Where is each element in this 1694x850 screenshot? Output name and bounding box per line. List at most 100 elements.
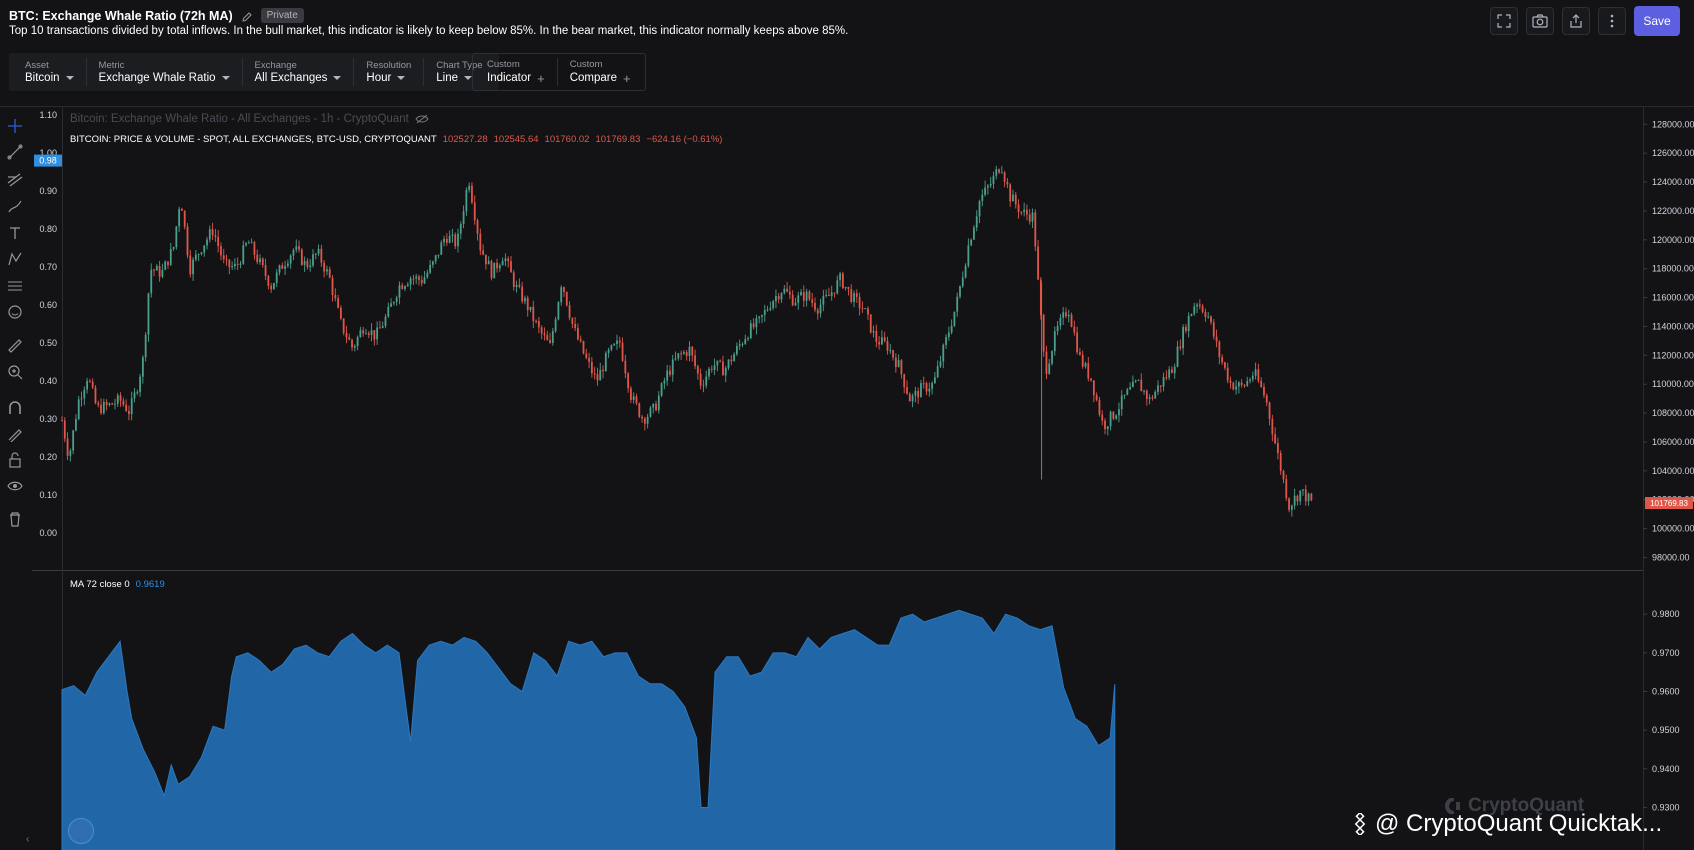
candle-body — [342, 318, 345, 333]
save-button[interactable]: Save — [1634, 6, 1680, 36]
exchange-select[interactable]: Exchange All Exchanges — [243, 58, 355, 86]
candle-body — [203, 245, 206, 253]
candle-body — [250, 242, 253, 244]
candle-body — [181, 208, 183, 211]
candle-body — [1101, 414, 1104, 421]
emoji-icon[interactable] — [4, 301, 26, 323]
ruler-icon[interactable] — [4, 335, 26, 357]
magnet-icon[interactable] — [4, 397, 26, 419]
cryptoquant-badge-icon[interactable] — [68, 818, 94, 844]
candle-body — [610, 345, 613, 350]
candle-body — [1254, 369, 1257, 376]
eye-hidden-icon[interactable] — [415, 114, 429, 124]
candle-body — [616, 340, 618, 344]
candle-body — [543, 333, 546, 336]
candle-body — [630, 388, 632, 400]
candle-body — [961, 277, 964, 287]
candle-body — [526, 297, 529, 311]
custom-compare-button[interactable]: Custom Compare + — [558, 58, 643, 86]
candle-body — [409, 278, 412, 285]
trendline-icon[interactable] — [4, 141, 26, 163]
candle-body — [194, 254, 197, 260]
candle-body — [535, 320, 537, 322]
candle-body — [643, 418, 646, 424]
trash-icon[interactable] — [4, 508, 26, 530]
custom-indicator-button[interactable]: Custom Indicator + — [475, 58, 558, 86]
candle-body — [1045, 351, 1048, 374]
asset-select[interactable]: Asset Bitcoin — [13, 58, 87, 86]
text-icon[interactable] — [4, 222, 26, 244]
zoom-icon[interactable] — [4, 361, 26, 383]
candle-body — [295, 246, 298, 250]
candle-body — [345, 332, 348, 338]
candle-body — [1184, 326, 1187, 332]
ohlc-close: 101769.83 — [595, 134, 641, 145]
candle-body — [482, 250, 485, 255]
camera-icon[interactable] — [1526, 7, 1554, 35]
candle-body — [1067, 314, 1070, 317]
candle-body — [270, 285, 273, 290]
candle-body — [245, 243, 247, 246]
candle-body — [267, 276, 270, 286]
candle-body — [602, 369, 604, 372]
candle-body — [646, 416, 649, 424]
left-axis-tick: 0.40 — [39, 376, 57, 386]
candle-body — [515, 284, 518, 288]
lock-icon[interactable] — [4, 449, 26, 471]
right-axis-tick: 98000.00 — [1652, 552, 1690, 562]
share-icon[interactable] — [1562, 7, 1590, 35]
candle-body — [1154, 391, 1157, 399]
candle-body — [281, 265, 284, 269]
lock-draw-icon[interactable] — [4, 423, 26, 445]
candle-body — [577, 328, 579, 340]
candle-body — [1249, 379, 1251, 382]
resolution-select[interactable]: Resolution Hour — [354, 58, 425, 86]
right-axis-tick: 112000.00 — [1652, 350, 1694, 360]
candle-body — [839, 273, 841, 281]
edit-icon[interactable] — [241, 10, 253, 22]
candle-body — [953, 311, 956, 326]
candle-body — [200, 252, 203, 255]
candle-body — [775, 296, 777, 302]
candle-body — [175, 226, 178, 248]
candle-body — [365, 333, 367, 335]
candle-body — [897, 360, 900, 367]
candle-body — [825, 294, 828, 297]
candle-body — [314, 253, 317, 255]
candle-body — [1076, 332, 1079, 353]
brush-icon[interactable] — [4, 195, 26, 217]
candle-body — [91, 381, 94, 388]
metric-select[interactable]: Metric Exchange Whale Ratio — [87, 58, 243, 86]
candle-body — [1179, 346, 1182, 349]
candle-body — [1193, 306, 1196, 314]
left-axis-tick: 0.90 — [39, 186, 57, 196]
fib-icon[interactable] — [4, 168, 26, 190]
fullscreen-icon[interactable] — [1490, 7, 1518, 35]
crosshair-icon[interactable] — [4, 115, 26, 137]
candle-body — [256, 254, 259, 263]
candle-body — [1277, 443, 1279, 454]
candle-body — [855, 293, 858, 297]
axes: 1.10 1.00 0.90 0.80 0.70 0.60 0.50 0.40 0.30 0.20… — [34, 110, 1694, 812]
candle-body — [945, 337, 947, 345]
right-axis-tick: 100000.00 — [1652, 524, 1694, 534]
candle-body — [404, 286, 406, 289]
right-axis-tick: 104000.00 — [1652, 466, 1694, 476]
candle-body — [80, 398, 83, 400]
candle-body — [1120, 395, 1123, 410]
collapse-icon[interactable]: ‹ — [26, 834, 30, 845]
metric-value: Exchange Whale Ratio — [98, 72, 216, 84]
more-icon[interactable] — [1598, 7, 1626, 35]
eye-icon[interactable] — [4, 475, 26, 497]
candle-body — [141, 357, 144, 377]
pattern-icon[interactable] — [4, 248, 26, 270]
candle-body — [1224, 362, 1226, 368]
right-axis-tick: 118000.00 — [1652, 264, 1694, 274]
left-axis-tick: 0.50 — [39, 338, 57, 348]
chart-type-select[interactable]: Chart Type Line — [424, 58, 494, 86]
candle-body — [169, 248, 172, 265]
candle-body — [696, 366, 699, 374]
measure-icon[interactable] — [4, 275, 26, 297]
resolution-label: Resolution — [366, 60, 412, 71]
